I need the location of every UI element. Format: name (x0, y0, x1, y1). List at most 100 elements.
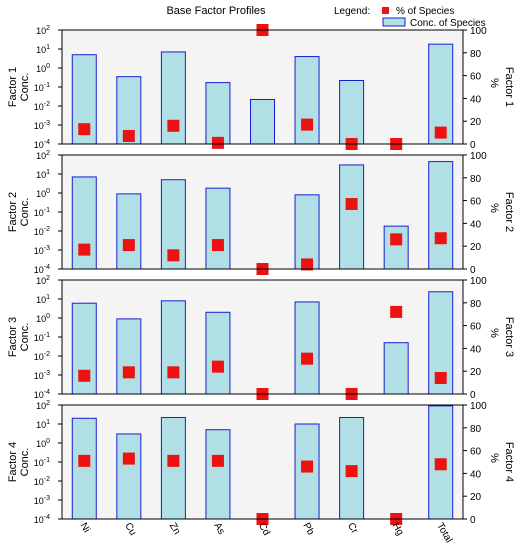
right-tick-label: 0 (470, 140, 476, 151)
percent-marker-total (434, 232, 447, 245)
right-axis-percent-label: % (488, 328, 500, 338)
panel-frame (61, 279, 464, 395)
percent-marker-cu (122, 452, 135, 465)
panel-factor-1: 10-4 10-3 10-2 10-1 100 101 102 0 20 40 60 80 100 Fac… (7, 24, 515, 151)
conc-bar-cr (339, 79, 365, 145)
conc-bar-pb (294, 194, 320, 270)
percent-marker-ni (78, 123, 91, 136)
percent-marker-zn (167, 454, 180, 467)
right-tick-label: 20 (470, 367, 482, 378)
right-axis-factor-label: Factor 1 (503, 67, 515, 107)
left-tick-label: 10-3 (34, 120, 50, 131)
right-tick-label: 40 (470, 94, 482, 105)
right-tick-label: 100 (470, 26, 487, 37)
right-tick-label: 0 (470, 515, 476, 526)
right-tick-label: 80 (470, 49, 482, 60)
percent-marker-total (434, 458, 447, 471)
left-tick-label: 10-3 (34, 245, 50, 256)
percent-marker-cr (345, 465, 358, 478)
percent-marker-pb (301, 460, 314, 473)
left-tick-label: 101 (36, 294, 50, 305)
percent-marker-total (434, 372, 447, 385)
legend-conc-label: Conc. of Species (410, 18, 486, 29)
right-axis-percent-label: % (488, 78, 500, 88)
conc-bar-ni (71, 417, 97, 520)
percent-marker-pb (301, 118, 314, 131)
left-tick-label: 10-1 (34, 457, 50, 468)
left-tick-label: 101 (36, 169, 50, 180)
left-tick-label: 10-2 (34, 101, 50, 112)
category-label-cr: Cr (345, 521, 360, 536)
percent-marker-ni (78, 243, 91, 256)
left-tick-label: 10-4 (34, 264, 50, 275)
legend-percent-marker (382, 7, 389, 14)
left-tick-label: 102 (36, 400, 50, 411)
conc-bar-cr (339, 164, 365, 270)
percent-marker-cu (122, 239, 135, 252)
percent-marker-as (211, 136, 224, 149)
conc-bar-cd (250, 98, 275, 145)
percent-marker-cu (122, 366, 135, 379)
right-tick-label: 60 (470, 72, 482, 83)
conc-bar-zn (160, 179, 186, 270)
left-tick-label: 101 (36, 44, 50, 55)
right-tick-label: 80 (470, 424, 482, 435)
conc-bar-as (205, 187, 231, 270)
right-axis-percent-label: % (488, 203, 500, 213)
conc-bar-as (205, 429, 231, 520)
percent-marker-ni (78, 369, 91, 382)
left-tick-label: 10-2 (34, 476, 50, 487)
percent-marker-zn (167, 366, 180, 379)
left-axis-label: Factor 2Conc. (7, 192, 31, 232)
right-tick-label: 100 (470, 276, 487, 287)
legend-percent-label: % of Species (396, 6, 454, 17)
right-axis-factor-label: Factor 3 (503, 317, 515, 357)
percent-marker-as (211, 360, 224, 373)
right-tick-label: 0 (470, 265, 476, 276)
right-tick-label: 80 (470, 174, 482, 185)
legend: Legend: % of Species Conc. of Species (334, 6, 486, 29)
conc-bar-as (205, 311, 231, 395)
panel-factor-2: 10-4 10-3 10-2 10-1 100 101 102 0 20 40 60 80 100 Fac… (7, 150, 515, 276)
right-tick-label: 40 (470, 344, 482, 355)
category-label-zn: Zn (167, 521, 182, 537)
conc-bar-as (205, 82, 231, 145)
left-tick-label: 102 (36, 150, 50, 161)
category-labels: Ni Cu Zn As Cd Pb Cr Hg Total (78, 521, 455, 545)
right-axis-percent-label: % (488, 453, 500, 463)
right-tick-label: 100 (470, 401, 487, 412)
percent-marker-cu (122, 130, 135, 143)
left-tick-label: 10-1 (34, 82, 50, 93)
left-tick-label: 10-4 (34, 514, 50, 525)
left-tick-label: 100 (36, 313, 50, 324)
percent-marker-pb (301, 352, 314, 365)
category-label-pb: Pb (300, 521, 316, 537)
percent-marker-as (211, 239, 224, 252)
conc-bar-pb (294, 56, 320, 145)
left-axis-label: Factor 4Conc. (7, 442, 31, 482)
percent-marker-hg (390, 305, 403, 318)
category-label-total: Total (434, 521, 454, 545)
left-tick-label: 10-4 (34, 139, 50, 150)
percent-marker-ni (78, 454, 91, 467)
percent-marker-hg (390, 233, 403, 246)
conc-bar-zn (160, 300, 186, 395)
category-label-ni: Ni (78, 521, 92, 535)
right-axis-factor-label: Factor 2 (503, 192, 515, 232)
right-tick-label: 20 (470, 492, 482, 503)
left-tick-label: 100 (36, 188, 50, 199)
left-tick-label: 101 (36, 419, 50, 430)
category-label-as: As (211, 521, 226, 537)
conc-bar-hg (383, 342, 409, 395)
right-tick-label: 0 (470, 390, 476, 401)
left-tick-label: 10-2 (34, 226, 50, 237)
right-tick-label: 20 (470, 117, 482, 128)
right-tick-label: 20 (470, 242, 482, 253)
conc-bar-cu (116, 193, 142, 270)
right-axis-factor-label: Factor 4 (503, 442, 515, 482)
left-tick-label: 10-3 (34, 495, 50, 506)
right-tick-label: 100 (470, 151, 487, 162)
left-tick-label: 10-1 (34, 207, 50, 218)
left-axis-label: Factor 3Conc. (7, 317, 31, 357)
